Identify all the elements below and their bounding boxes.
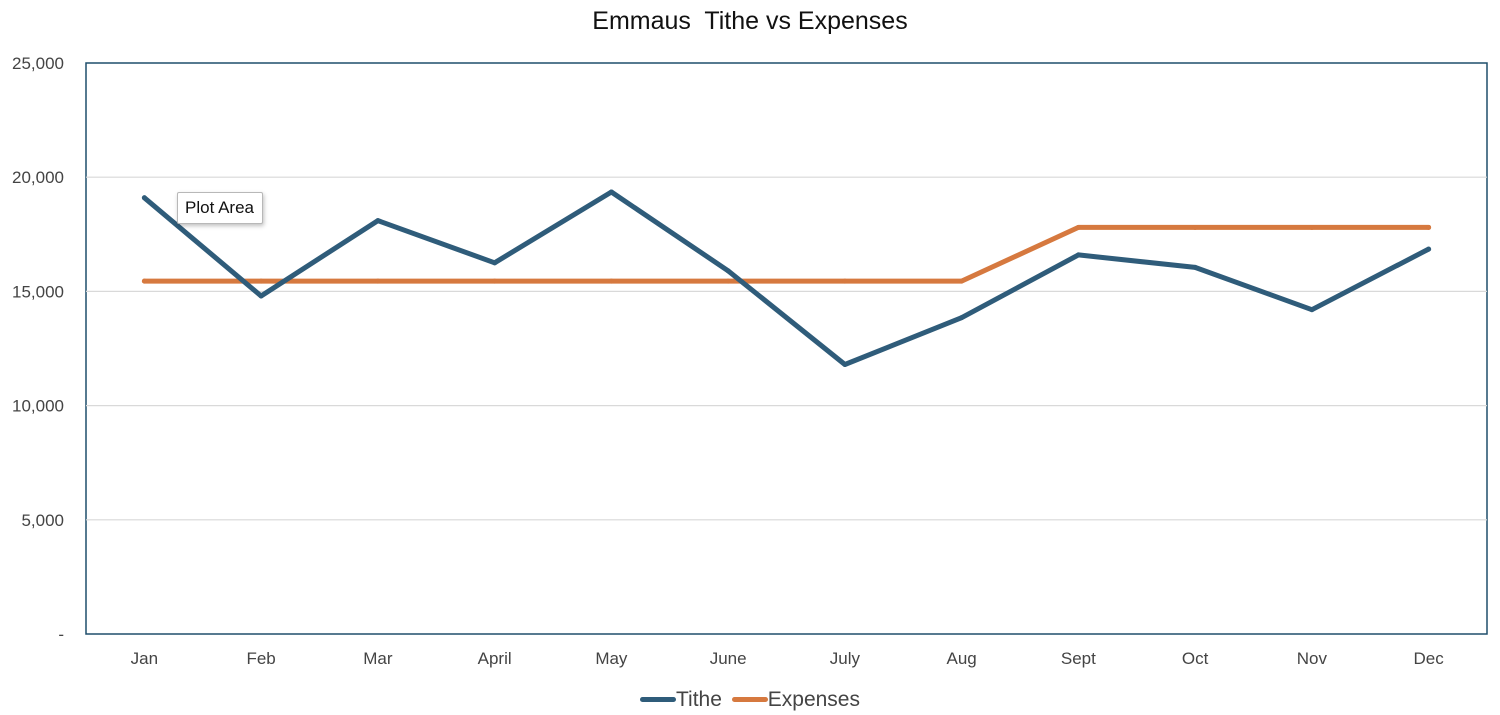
series-line-tithe[interactable] xyxy=(141,189,1432,367)
data-point-expenses[interactable] xyxy=(959,278,965,284)
x-tick-label: June xyxy=(710,649,747,668)
x-tick-label: Oct xyxy=(1182,649,1209,668)
data-point-expenses[interactable] xyxy=(608,278,614,284)
legend: Tithe Expenses xyxy=(0,684,1500,712)
legend-item-tithe[interactable]: Tithe xyxy=(640,688,722,712)
data-point-tithe[interactable] xyxy=(959,315,965,321)
data-point-expenses[interactable] xyxy=(375,278,381,284)
y-tick-label: 20,000 xyxy=(12,168,64,187)
x-tick-label: Feb xyxy=(246,649,275,668)
legend-swatch-expenses xyxy=(731,697,768,702)
y-tick-label: 15,000 xyxy=(12,282,64,301)
legend-item-expenses[interactable]: Expenses xyxy=(731,687,860,712)
data-point-expenses[interactable] xyxy=(492,278,498,284)
data-point-tithe[interactable] xyxy=(725,268,731,274)
data-point-tithe[interactable] xyxy=(258,293,264,299)
y-tick-label: 25,000 xyxy=(12,54,64,73)
y-tick-label: 10,000 xyxy=(12,397,64,416)
x-tick-label: July xyxy=(830,649,861,668)
data-point-tithe[interactable] xyxy=(492,260,498,266)
data-point-tithe[interactable] xyxy=(1309,307,1315,313)
data-point-tithe[interactable] xyxy=(375,218,381,224)
y-tick-label: 5,000 xyxy=(21,511,64,530)
data-point-expenses[interactable] xyxy=(842,278,848,284)
gridlines xyxy=(86,176,1487,521)
y-axis: - 5,000 10,000 15,000 20,000 25,000 xyxy=(12,54,64,644)
x-tick-label: Jan xyxy=(131,649,158,668)
data-point-tithe[interactable] xyxy=(141,195,147,201)
x-tick-label: Mar xyxy=(363,649,393,668)
legend-label-expenses: Expenses xyxy=(767,687,860,711)
x-axis: Jan Feb Mar April May June July Aug Sept Oct Nov De… xyxy=(131,649,1445,668)
series-line-expenses[interactable] xyxy=(141,224,1432,284)
data-point-expenses[interactable] xyxy=(1192,224,1198,230)
series-group xyxy=(141,189,1432,367)
x-tick-label: Sept xyxy=(1061,649,1096,668)
x-tick-label: Dec xyxy=(1414,649,1445,668)
x-tick-label: May xyxy=(595,649,628,668)
data-point-tithe[interactable] xyxy=(608,189,614,195)
data-point-expenses[interactable] xyxy=(1075,224,1081,230)
x-tick-label: Nov xyxy=(1297,649,1328,668)
data-point-tithe[interactable] xyxy=(842,361,848,367)
data-point-tithe[interactable] xyxy=(1075,252,1081,258)
plot-area[interactable] xyxy=(85,62,1488,635)
data-point-tithe[interactable] xyxy=(1192,264,1198,270)
x-tick-label: April xyxy=(478,649,512,668)
legend-label-tithe: Tithe xyxy=(676,687,722,711)
y-tick-label: - xyxy=(58,625,64,644)
data-point-expenses[interactable] xyxy=(1426,224,1432,230)
x-tick-label: Aug xyxy=(947,649,977,668)
data-point-expenses[interactable] xyxy=(258,278,264,284)
data-point-expenses[interactable] xyxy=(141,278,147,284)
data-point-expenses[interactable] xyxy=(1309,224,1315,230)
legend-swatch-tithe xyxy=(640,697,676,702)
data-point-tithe[interactable] xyxy=(1426,246,1432,252)
data-point-expenses[interactable] xyxy=(725,278,731,284)
chart-title: Emmaus Tithe vs Expenses xyxy=(592,7,908,35)
plot-area-tooltip: Plot Area xyxy=(177,192,263,224)
